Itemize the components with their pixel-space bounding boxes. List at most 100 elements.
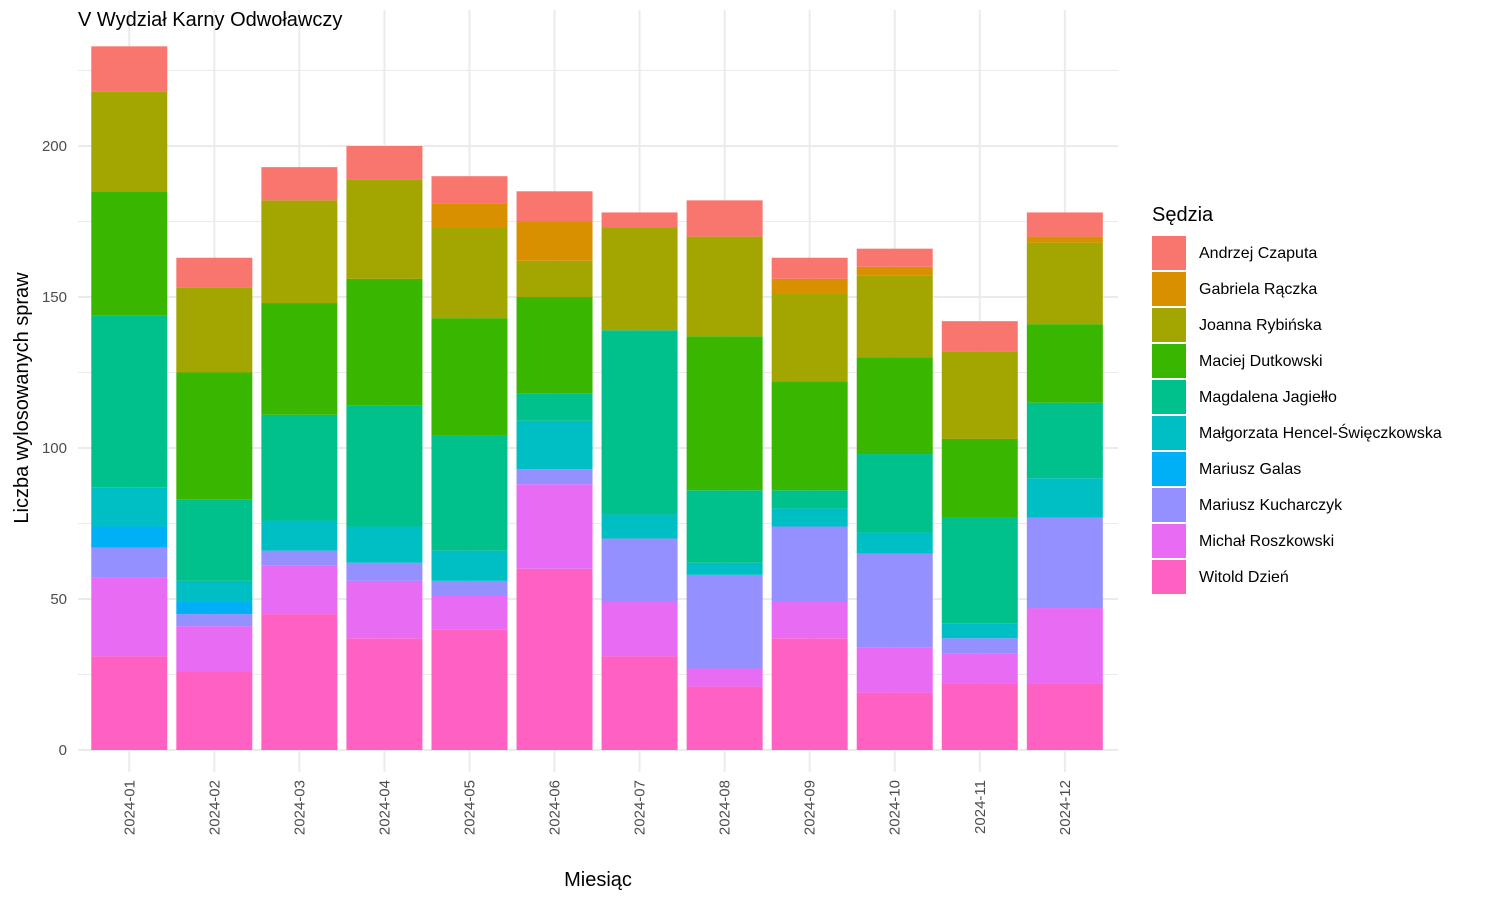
legend-title: Sędzia [1152, 204, 1214, 226]
bar-segment [856, 454, 933, 533]
bar-segment [261, 550, 338, 566]
y-tick-label: 150 [42, 289, 67, 306]
bar-segment [346, 278, 423, 406]
bar-segment [91, 487, 168, 527]
bar-segment [176, 614, 253, 627]
x-tick-label: 2024-10 [887, 780, 904, 835]
x-axis-title: Miesiąc [564, 869, 632, 891]
bar-segment [601, 330, 678, 515]
bars [91, 46, 1103, 750]
bar-segment [91, 547, 168, 578]
legend-swatch [1152, 452, 1186, 486]
bar-segment [771, 257, 848, 279]
bar-segment [771, 490, 848, 509]
legend-swatch [1152, 236, 1186, 270]
bar-segment [856, 647, 933, 693]
bar-segment [176, 626, 253, 672]
bar-segment [686, 686, 763, 750]
bar-segment [176, 372, 253, 500]
bar-segment [176, 287, 253, 373]
bar-segment [516, 191, 593, 222]
bar-segment [856, 357, 933, 455]
bar-segment [431, 435, 508, 551]
bar-segment [431, 550, 508, 581]
chart-title: V Wydział Karny Odwoławczy [78, 9, 342, 31]
bar-segment [261, 167, 338, 201]
legend-label: Magdalena Jagiełło [1199, 389, 1337, 406]
legend-swatch [1152, 560, 1186, 594]
bar-segment [516, 260, 593, 297]
bar-segment [91, 46, 168, 92]
bar-segment [176, 602, 253, 615]
bar-segment [516, 484, 593, 569]
bar-segment [686, 200, 763, 237]
bar-segment [261, 614, 338, 750]
x-tick-label: 2024-06 [547, 780, 564, 835]
bar-segment [856, 275, 933, 358]
bar-segment [1026, 212, 1103, 237]
legend-label: Mariusz Galas [1199, 461, 1301, 478]
bar-segment [346, 580, 423, 639]
bar-segment [261, 303, 338, 415]
bar-segment [686, 562, 763, 575]
legend-swatch [1152, 416, 1186, 450]
y-tick-label: 50 [50, 591, 67, 608]
bar-segment [346, 146, 423, 180]
y-tick-label: 200 [42, 138, 67, 155]
bar-segment [856, 266, 933, 276]
legend-label: Małgorzata Hencel-Święczkowska [1199, 423, 1442, 442]
bar-segment [516, 393, 593, 421]
bar-segment [941, 653, 1018, 684]
bar-segment [1026, 242, 1103, 325]
legend-swatch [1152, 488, 1186, 522]
bar-segment [91, 526, 168, 548]
legend-label: Maciej Dutkowski [1199, 353, 1323, 370]
bar-segment [431, 580, 508, 596]
bar-segment [176, 671, 253, 750]
bar-segment [856, 248, 933, 267]
x-tick-label: 2024-08 [717, 780, 734, 835]
x-tick-label: 2024-03 [291, 780, 308, 835]
bar-segment [771, 602, 848, 639]
bar-segment [346, 179, 423, 279]
bar-segment [91, 91, 168, 192]
bar-segment [1026, 478, 1103, 518]
x-axis-ticks: 2024-01 2024-02 2024-03 2024-04 2024-05 2024-… [121, 780, 1074, 835]
bar-segment [261, 520, 338, 551]
legend-swatch [1152, 272, 1186, 306]
x-tick-label: 2024-11 [972, 780, 989, 834]
x-tick-label: 2024-02 [206, 780, 223, 835]
bar-segment [91, 315, 168, 488]
legend-items: Andrzej Czaputa Gabriela Rączka Joanna Ryb… [1152, 236, 1442, 594]
bar-segment [686, 668, 763, 687]
bar-segment [1026, 683, 1103, 750]
y-tick-label: 0 [59, 742, 67, 759]
bar-segment [431, 318, 508, 436]
x-tick-label: 2024-05 [461, 780, 478, 835]
bar-segment [601, 212, 678, 228]
bar-segment [176, 580, 253, 603]
bar-segment [686, 336, 763, 491]
bar-segment [261, 565, 338, 615]
bar-segment [346, 562, 423, 581]
bar-segment [261, 414, 338, 521]
bar-segment [431, 595, 508, 630]
bar-segment [771, 381, 848, 491]
legend-swatch [1152, 524, 1186, 558]
bar-segment [176, 257, 253, 288]
legend-swatch [1152, 380, 1186, 414]
x-tick-label: 2024-09 [802, 780, 819, 835]
bar-segment [941, 438, 1018, 518]
bar-segment [91, 656, 168, 750]
y-tick-label: 100 [42, 440, 67, 457]
bar-segment [176, 499, 253, 581]
bar-segment [346, 638, 423, 750]
bar-segment [941, 638, 1018, 654]
x-tick-label: 2024-07 [632, 780, 649, 835]
bar-segment [941, 351, 1018, 439]
bar-segment [1026, 402, 1103, 479]
bar-segment [516, 469, 593, 485]
bar-segment [431, 203, 508, 228]
x-tick-label: 2024-12 [1057, 780, 1074, 835]
